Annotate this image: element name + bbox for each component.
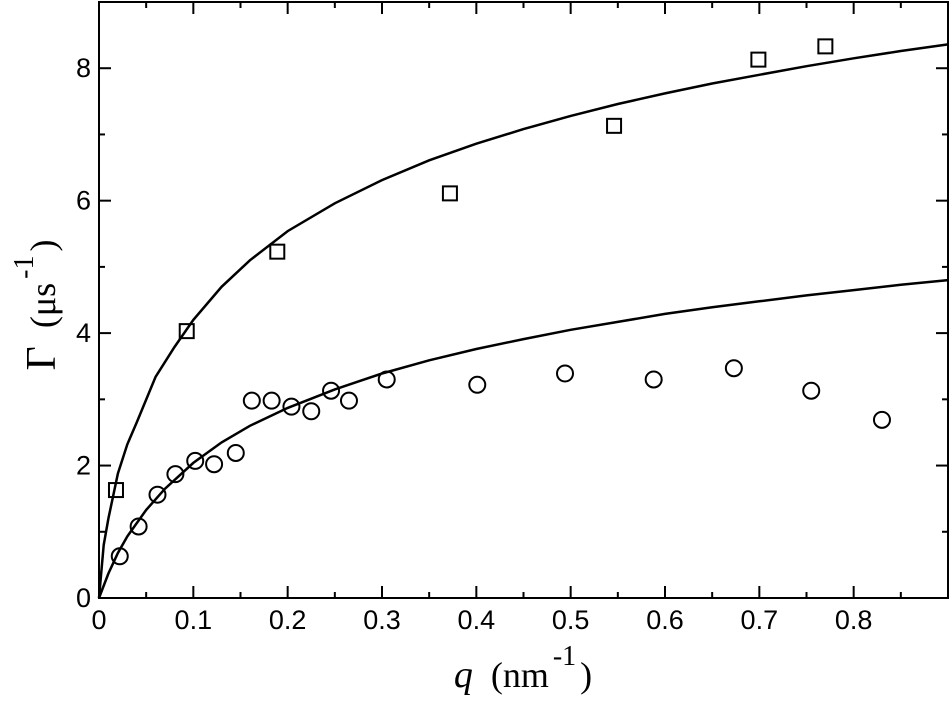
- circle-data-point: [242, 391, 261, 410]
- x-tick-label: 0.5: [552, 605, 590, 635]
- circle-data-point: [724, 359, 743, 378]
- x-axis-unit-close: ): [580, 655, 592, 695]
- circle-data-point: [802, 381, 821, 400]
- x-axis-unit-exponent: -1: [553, 641, 576, 672]
- fit-curves: [97, 43, 949, 599]
- y-tick-label: 6: [76, 186, 91, 216]
- plot-frame: [98, 1, 949, 599]
- y-axis-ticks: 0 2 4 6 8: [76, 53, 948, 613]
- x-tick-label: 0.6: [646, 605, 684, 635]
- circle-data-point: [262, 391, 281, 410]
- circle-data-point: [166, 465, 185, 484]
- circle-data-point: [148, 485, 167, 504]
- y-axis-variable: Γ: [19, 346, 65, 370]
- circle-data-point: [302, 402, 321, 421]
- square-data-point: [107, 482, 124, 499]
- square-data-point: [178, 323, 195, 340]
- circle-data-point: [644, 370, 663, 389]
- circle-data-point: [282, 397, 301, 416]
- x-tick-label: 0.8: [835, 605, 873, 635]
- y-tick-label: 4: [76, 318, 91, 348]
- circle-data-point: [872, 410, 891, 429]
- circle-data-point: [377, 370, 396, 389]
- circle-data-point: [556, 364, 575, 383]
- circle-data-point: [129, 517, 148, 536]
- x-tick-label: 0: [91, 605, 106, 635]
- x-axis-variable: q: [454, 654, 473, 696]
- y-tick-label: 2: [76, 451, 91, 481]
- x-tick-label: 0.2: [269, 605, 307, 635]
- square-data-point: [441, 185, 458, 202]
- square-data-point: [606, 117, 623, 134]
- y-axis-unit-open: (μs: [23, 283, 63, 328]
- circle-data-point: [322, 381, 341, 400]
- y-tick-label: 8: [76, 53, 91, 83]
- y-axis-unit-close: ): [23, 240, 63, 252]
- fit-curve-3: [97, 278, 949, 599]
- fit-curve-2: [97, 43, 949, 599]
- x-tick-label: 0.4: [458, 605, 496, 635]
- circle-data-point: [205, 455, 224, 474]
- plot-area: [98, 1, 949, 599]
- square-data-point: [817, 38, 834, 55]
- x-tick-label: 0.1: [175, 605, 213, 635]
- x-axis-ticks: 0 0.1 0.2 0.3 0.4 0.5 0.6 0.7 0.8: [91, 2, 902, 635]
- circle-data-point: [186, 451, 205, 470]
- data-markers: [107, 38, 891, 566]
- circle-data-point: [110, 547, 129, 566]
- circle-data-point: [468, 375, 487, 394]
- y-tick-label: 0: [76, 583, 91, 613]
- x-tick-label: 0.3: [363, 605, 401, 635]
- y-axis-unit-exponent: -1: [9, 256, 40, 279]
- square-data-point: [269, 243, 286, 260]
- circle-data-point: [339, 391, 358, 410]
- circle-data-point: [226, 443, 245, 462]
- x-axis-unit-open: (nm: [491, 655, 549, 695]
- y-axis-title: Γ (μs -1 ): [9, 240, 65, 371]
- x-tick-label: 0.7: [741, 605, 779, 635]
- square-data-point: [750, 51, 767, 68]
- x-axis-title: q (nm -1 ): [454, 641, 592, 696]
